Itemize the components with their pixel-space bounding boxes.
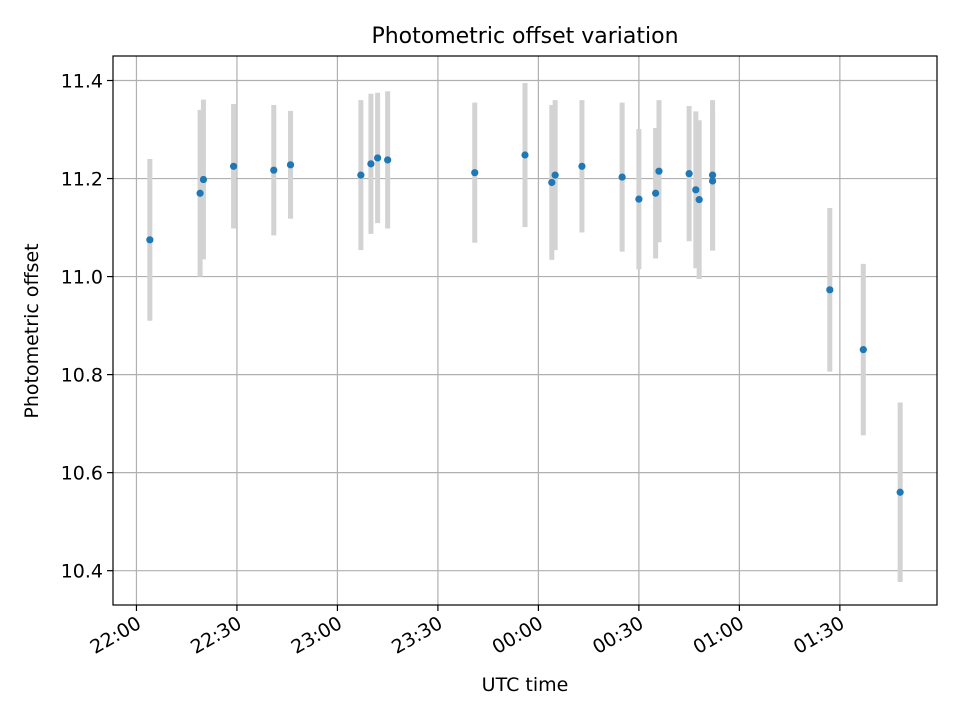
data-point: [655, 167, 663, 175]
data-point: [367, 160, 375, 168]
data-point: [652, 189, 660, 197]
data-point: [695, 196, 703, 204]
data-point: [551, 171, 559, 179]
data-point: [685, 170, 693, 178]
data-point: [635, 195, 643, 203]
data-point: [521, 151, 529, 159]
x-tick-label: 01:30: [790, 612, 848, 658]
data-point: [826, 286, 834, 294]
plot-area-frame: [112, 55, 938, 606]
x-tick-label: 00:30: [589, 612, 647, 658]
data-point: [859, 346, 867, 354]
data-point: [229, 162, 238, 170]
data-point: [692, 186, 700, 194]
data-point: [896, 488, 904, 496]
y-tick-label: 10.6: [61, 463, 103, 485]
data-point: [357, 171, 365, 179]
data-point: [708, 177, 717, 185]
y-tick-label: 11.4: [61, 71, 103, 93]
data-point: [548, 178, 556, 187]
data-points: [146, 151, 904, 496]
y-axis-label: Photometric offset: [21, 243, 43, 418]
x-tick-label: 22:00: [87, 612, 145, 658]
data-point: [578, 162, 586, 170]
chart-title: Photometric offset variation: [371, 24, 678, 49]
data-point: [286, 161, 295, 169]
data-point: [146, 236, 154, 244]
y-tick-label: 11.2: [61, 169, 103, 191]
x-axis-label: UTC time: [482, 674, 569, 696]
x-tick-label: 01:00: [689, 612, 747, 658]
data-point: [618, 173, 626, 181]
y-axis-ticks: 10.4 10.6 10.8 11.0 11.2 11.4: [61, 71, 113, 583]
y-tick-label: 11.0: [61, 267, 103, 289]
y-tick-label: 10.4: [61, 561, 103, 583]
x-tick-label: 23:00: [287, 612, 345, 658]
data-point: [270, 166, 278, 174]
data-point: [708, 171, 717, 179]
x-tick-label: 00:00: [488, 612, 546, 658]
data-point: [196, 189, 204, 197]
x-axis-ticks: 22:00 22:30 23:00 23:30 00:00 00:30 01:00 01:30: [87, 605, 848, 659]
x-tick-label: 22:30: [187, 612, 245, 658]
x-tick-label: 23:30: [388, 612, 446, 658]
data-point: [374, 154, 382, 162]
y-tick-label: 10.8: [61, 365, 103, 387]
data-point: [199, 175, 208, 184]
data-point: [471, 169, 479, 177]
data-point: [384, 156, 392, 164]
